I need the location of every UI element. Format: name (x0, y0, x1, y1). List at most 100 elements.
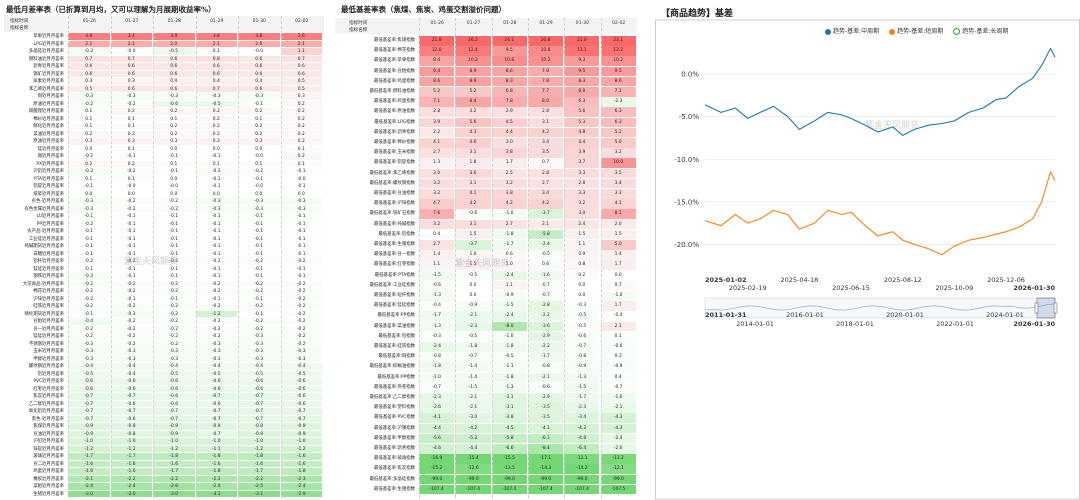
table-cell: -0.2 (195, 325, 237, 333)
table-cell: -0.3 (238, 333, 280, 340)
table-cell: -3.1 (491, 403, 527, 413)
table-cell: 8.6 (491, 66, 527, 77)
table-cell: 1.7 (600, 301, 636, 311)
table-cell: 0.0 (564, 291, 600, 301)
legend-item-short[interactable]: 趋势-基差:短周期 (889, 28, 943, 35)
row-label: 最低基差率:生猪指数 (374, 486, 415, 492)
table-cell: 0.0 (153, 190, 195, 198)
row-label: PP近月月差率 (36, 221, 64, 227)
table-cell: 0.1 (68, 123, 110, 130)
table-cell: -0.5 (564, 311, 600, 321)
table-row: 最低基差率:苯乙烯指数 3.0 3.6 2.5 2.8 3.3 3.5 (335, 168, 637, 179)
table-cell: -107.5 (600, 484, 636, 495)
table-cell: 3.2 (491, 178, 527, 189)
navigator-tick-label: 2016-01-01 (786, 311, 824, 319)
table-cell: -0.5 (455, 331, 491, 342)
table-cell: 0.0 (153, 175, 195, 183)
table-cell: -0.4 (238, 363, 280, 370)
table-cell: 4.1 (600, 199, 636, 209)
table-cell: -2.8 (527, 301, 564, 311)
legend-item-mid[interactable]: 趋势-基差:中周期 (825, 28, 879, 35)
chart-title: 【商品趋势】基差 (661, 9, 734, 19)
row-label: 最低基差率:铜指数 (378, 354, 415, 360)
table-cell: -0.0 (110, 48, 152, 55)
table-cell: 0.2 (153, 108, 195, 115)
table-cell: -0.9 (238, 430, 280, 438)
table-row: PTA近月月差率 0.1 0.1 0.0 -0.1 -0.1 -0.0 (4, 175, 324, 184)
table-cell: -0.7 (280, 408, 322, 415)
row-label: 大宗商品-近月月差率 (22, 281, 64, 287)
table-cell: 0.2 (68, 130, 110, 138)
table-cell: -0.6 (195, 400, 237, 408)
trend-line-chart[interactable]: 0.0%-5.0%-10.0%-15.0%-20.0%2025-01-02202… (655, 0, 1080, 500)
column-separator (527, 18, 529, 498)
table-cell: -0.2 (280, 340, 322, 348)
table-cell: -3.1 (238, 490, 280, 498)
row-label: 鸡蛋近月月差率 (33, 469, 64, 474)
table-row: 多晶硅近月月差率 -0.3 -0.0 -0.5 0.1 -0.0 1.1 (4, 48, 324, 56)
table-cell: 0.6 (238, 70, 280, 78)
row-label: 菜油近月月差率 (33, 131, 64, 137)
table-cell: -3.5 (527, 413, 564, 423)
table-cell: 3.4 (110, 33, 152, 40)
table-cell: 1.4 (600, 250, 636, 260)
table-row: 最低基差率:短纤指数 -1.3 0.0 -0.9 -0.7 0.0 -1.0 (335, 291, 637, 301)
column-header-date: 01-28 (167, 19, 181, 24)
table-cell: -0.6 (280, 393, 322, 400)
table-cell: 7.6 (419, 209, 455, 219)
table-cell: 0.4 (600, 372, 636, 383)
chart-frame (655, 19, 1080, 500)
table-row: 原油近月月差率 -0.2 -0.2 -0.6 -0.5 -0.1 0.2 (4, 100, 324, 109)
row-label: 最低基差率:铅指数 (378, 333, 415, 339)
table-cell: 0.8 (564, 260, 600, 270)
row-label: 农产品-近月月差率 (27, 229, 64, 234)
table-cell: -1.0 (491, 209, 527, 219)
table-cell: 3.7 (564, 158, 600, 168)
table-cell: 0.7 (195, 85, 237, 93)
table-cell: -2.6 (419, 403, 455, 413)
table-cell: -2.4 (491, 270, 527, 281)
table-cell: 0.2 (280, 108, 322, 115)
table-cell: -0.6 (419, 280, 455, 291)
legend-item-long[interactable]: 趋势-基差:长周期 (953, 28, 1008, 35)
row-label: 最低基差率:PVC指数 (374, 415, 415, 421)
table-row: PX近月月差率 0.2 0.2 0.1 0.1 0.1 0.1 (4, 160, 324, 169)
table-cell: 20.8 (527, 36, 564, 46)
table-cell: -0.1 (110, 273, 152, 280)
table-cell: 0.2 (280, 153, 322, 160)
table-cell: -12.1 (600, 464, 636, 474)
table-cell: -1.8 (153, 453, 195, 460)
table-cell: 10.0 (600, 158, 636, 168)
table-cell: 4.2 (527, 127, 564, 138)
table-cell: 0.2 (238, 123, 280, 130)
table-cell: 2.7 (419, 148, 455, 158)
table-cell: -2.3 (419, 393, 455, 403)
table-cell: 9.5 (600, 66, 636, 77)
table-row: 最低基差率:PVC指数 -4.1 -3.0 -3.8 -3.5 -3.4 -4.3 (335, 413, 637, 423)
table-cell: -1.2 (153, 445, 195, 453)
table-cell: -0.1 (153, 250, 195, 258)
table-cell: 3.8 (68, 33, 110, 40)
row-label: 最低基差率:PTA指数 (374, 272, 415, 278)
table-cell: -0.1 (238, 265, 280, 273)
table-cell: 3.1 (455, 178, 491, 189)
table-cell: -99.0 (600, 474, 636, 485)
table-cell: -0.1 (195, 183, 237, 190)
table-cell: 2.7 (491, 219, 527, 230)
table-cell: -0.7 (280, 415, 322, 423)
table-row: 最低基差率:PTA指数 -1.5 -0.5 -2.4 -1.6 0.2 0.0 (335, 270, 637, 281)
row-label: 最低基差率:铝指数 (378, 231, 415, 237)
table-cell: 4.4 (491, 127, 527, 138)
table-cell: -0.1 (68, 235, 110, 243)
table-cell: 0.6 (238, 55, 280, 63)
table-row: 最低基差率:焦炭指数 -15.2 -12.6 -13.5 -14.3 -14.2 -12.1 (335, 464, 637, 474)
table-cell: 0.2 (280, 130, 322, 138)
table-row: 最低基差率:铜指数 -0.8 -0.7 -0.5 -1.7 -0.8 0.3 (335, 352, 637, 362)
chart-legend[interactable]: 趋势-基差:中周期 趋势-基差:短周期 趋势-基差:长周期 (825, 26, 1016, 35)
table-cell: -0.2 (68, 288, 110, 295)
table-cell: 0.3 (238, 138, 280, 145)
table-cell: -15.5 (491, 454, 527, 464)
table-cell: 7.8 (527, 76, 564, 87)
table-cell: -4.5 (491, 423, 527, 434)
table-cell: 0.2 (153, 130, 195, 138)
